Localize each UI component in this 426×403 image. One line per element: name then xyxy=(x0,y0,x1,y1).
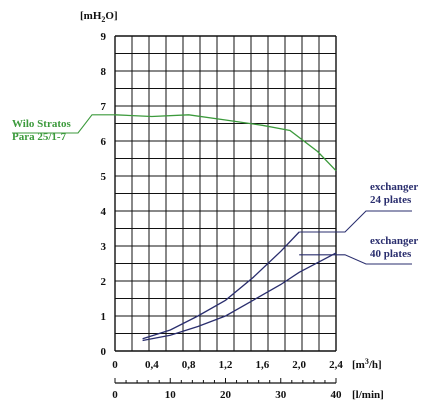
x-tick-label: 2,4 xyxy=(329,359,343,371)
series-line-2 xyxy=(142,252,337,342)
series-line-1 xyxy=(142,231,300,340)
x-tick-label: 2,0 xyxy=(292,359,306,371)
y-tick-label: 8 xyxy=(101,66,107,78)
y-tick-label: 7 xyxy=(101,101,107,113)
x-tick-labels: 0 0,4 0,8 1,2 1,6 2,0 2,4 xyxy=(112,359,343,371)
series-line-0 xyxy=(114,114,337,172)
x2-tick-label: 10 xyxy=(165,389,177,401)
x-tick-label: 0 xyxy=(112,359,118,371)
x-axis-unit: [m3/h] xyxy=(352,357,382,371)
x2-tick-label: 40 xyxy=(331,389,343,401)
plot-grid xyxy=(114,35,337,352)
exchanger40-label-leader xyxy=(299,254,412,265)
series-label: exchanger 24 plates xyxy=(370,181,418,206)
y-tick-label: 5 xyxy=(101,171,107,183)
series-label: exchanger 40 plates xyxy=(370,235,418,260)
x-tick-label: 1,6 xyxy=(255,359,269,371)
y-tick-label: 3 xyxy=(101,241,107,253)
secondary-x-axis: 0 10 20 30 40 xyxy=(112,378,342,401)
series-labels: Wilo Stratos Para 25/1-7 exchanger 24 plate… xyxy=(12,114,418,265)
x2-tick-label: 0 xyxy=(112,389,118,401)
x2-axis-unit: [l/min] xyxy=(352,389,384,401)
exchanger24-label-leader xyxy=(299,210,412,233)
y-tick-label: 9 xyxy=(101,31,107,43)
x2-tick-label: 30 xyxy=(275,389,287,401)
pump-label-leader xyxy=(12,114,115,134)
series-group xyxy=(114,114,337,342)
x-tick-label: 0,4 xyxy=(145,359,159,371)
y-tick-label: 2 xyxy=(101,276,107,288)
x-tick-label: 1,2 xyxy=(219,359,233,371)
y-tick-label: 6 xyxy=(101,136,107,148)
y-tick-label: 0 xyxy=(101,346,107,358)
y-axis-unit: [mH2O] xyxy=(80,10,118,24)
y-tick-label: 1 xyxy=(101,311,107,323)
x-tick-label: 0,8 xyxy=(182,359,196,371)
y-tick-labels: 0 1 2 3 4 5 6 7 8 9 xyxy=(101,31,107,358)
x2-tick-label: 20 xyxy=(220,389,232,401)
y-tick-label: 4 xyxy=(101,206,107,218)
series-label: Wilo Stratos Para 25/1-7 xyxy=(12,118,71,143)
